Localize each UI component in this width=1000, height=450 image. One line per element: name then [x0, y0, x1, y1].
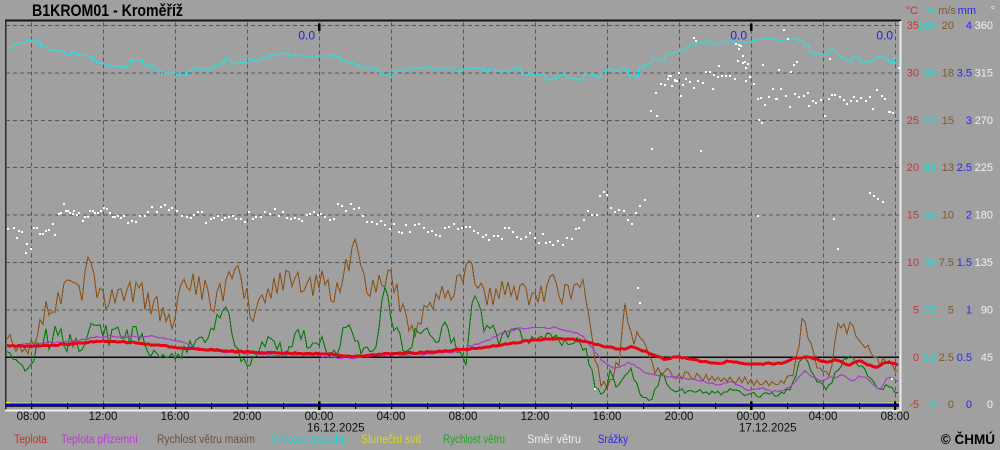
svg-text:Rychlost větru: Rychlost větru [443, 434, 505, 446]
svg-text:63: 63 [924, 162, 936, 174]
svg-text:13: 13 [924, 352, 936, 364]
svg-text:08:00: 08:00 [881, 411, 910, 423]
svg-text:B1KROM01 - Kroměříž: B1KROM01 - Kroměříž [32, 1, 183, 20]
svg-text:08:00: 08:00 [449, 411, 478, 423]
svg-text:1.5: 1.5 [957, 257, 972, 269]
svg-text:0: 0 [948, 399, 954, 411]
svg-text:2.5: 2.5 [939, 352, 954, 364]
svg-text:90: 90 [981, 304, 993, 316]
svg-text:7.5: 7.5 [939, 257, 954, 269]
svg-text:Vlhkost vzduchu: Vlhkost vzduchu [271, 434, 347, 446]
svg-text:25: 25 [924, 304, 936, 316]
svg-text:50: 50 [924, 210, 936, 222]
svg-text:© ČHMÚ: © ČHMÚ [941, 432, 995, 447]
svg-text:4: 4 [966, 20, 972, 32]
svg-text:Srážky: Srážky [598, 434, 628, 446]
svg-text:30: 30 [907, 67, 919, 79]
svg-text:315: 315 [975, 67, 993, 79]
svg-text:04:00: 04:00 [377, 411, 406, 423]
svg-text:0: 0 [966, 399, 972, 411]
svg-text:45: 45 [981, 352, 993, 364]
svg-text:180: 180 [975, 210, 993, 222]
svg-text:38: 38 [924, 257, 936, 269]
svg-text:360: 360 [975, 20, 993, 32]
svg-text:20: 20 [942, 20, 954, 32]
svg-text:270: 270 [975, 115, 993, 127]
svg-text:3.5: 3.5 [957, 67, 972, 79]
svg-text:15: 15 [907, 210, 919, 222]
svg-text:°: ° [991, 5, 995, 17]
svg-text:5: 5 [913, 304, 919, 316]
svg-text:3: 3 [966, 115, 972, 127]
svg-text:00:00: 00:00 [737, 411, 766, 423]
svg-text:0: 0 [987, 399, 993, 411]
svg-text:25: 25 [907, 115, 919, 127]
svg-text:75: 75 [924, 115, 936, 127]
svg-text:Teplota přízemní: Teplota přízemní [61, 434, 139, 446]
svg-text:0.0: 0.0 [730, 29, 747, 43]
svg-text:20:00: 20:00 [233, 411, 262, 423]
svg-text:2: 2 [966, 210, 972, 222]
svg-text:16:00: 16:00 [161, 411, 190, 423]
svg-text:%: % [926, 5, 936, 17]
svg-text:20:00: 20:00 [665, 411, 694, 423]
svg-text:10: 10 [907, 257, 919, 269]
svg-text:10: 10 [942, 210, 954, 222]
svg-text:0: 0 [930, 399, 936, 411]
svg-text:12:00: 12:00 [89, 411, 118, 423]
svg-text:0.0: 0.0 [876, 29, 893, 43]
svg-text:mm: mm [958, 5, 976, 17]
svg-text:16.12.2025: 16.12.2025 [307, 423, 365, 435]
svg-text:m/s: m/s [938, 5, 956, 17]
svg-text:0.5: 0.5 [957, 352, 972, 364]
svg-text:5: 5 [948, 304, 954, 316]
svg-text:Rychlost větru maxim: Rychlost větru maxim [157, 434, 255, 446]
svg-text:18: 18 [942, 67, 954, 79]
svg-text:00:00: 00:00 [305, 411, 334, 423]
svg-text:13: 13 [942, 162, 954, 174]
svg-text:16:00: 16:00 [593, 411, 622, 423]
svg-text:12:00: 12:00 [521, 411, 550, 423]
svg-text:20: 20 [907, 162, 919, 174]
svg-text:0: 0 [913, 352, 919, 364]
svg-text:Teplota: Teplota [14, 434, 48, 446]
svg-text:2.5: 2.5 [957, 162, 972, 174]
svg-text:08:00: 08:00 [17, 411, 46, 423]
svg-text:0.0: 0.0 [298, 29, 315, 43]
svg-text:-5: -5 [909, 399, 919, 411]
svg-text:°C: °C [906, 5, 918, 17]
svg-text:225: 225 [975, 162, 993, 174]
svg-text:04:00: 04:00 [809, 411, 838, 423]
svg-text:Sluneční svit: Sluneční svit [361, 434, 422, 446]
svg-text:135: 135 [975, 257, 993, 269]
svg-text:100: 100 [918, 20, 936, 32]
svg-text:Směr větru: Směr větru [527, 434, 581, 446]
svg-text:15: 15 [942, 115, 954, 127]
svg-text:1: 1 [966, 304, 972, 316]
svg-text:35: 35 [907, 20, 919, 32]
svg-text:88: 88 [924, 67, 936, 79]
svg-text:17.12.2025: 17.12.2025 [739, 423, 797, 435]
